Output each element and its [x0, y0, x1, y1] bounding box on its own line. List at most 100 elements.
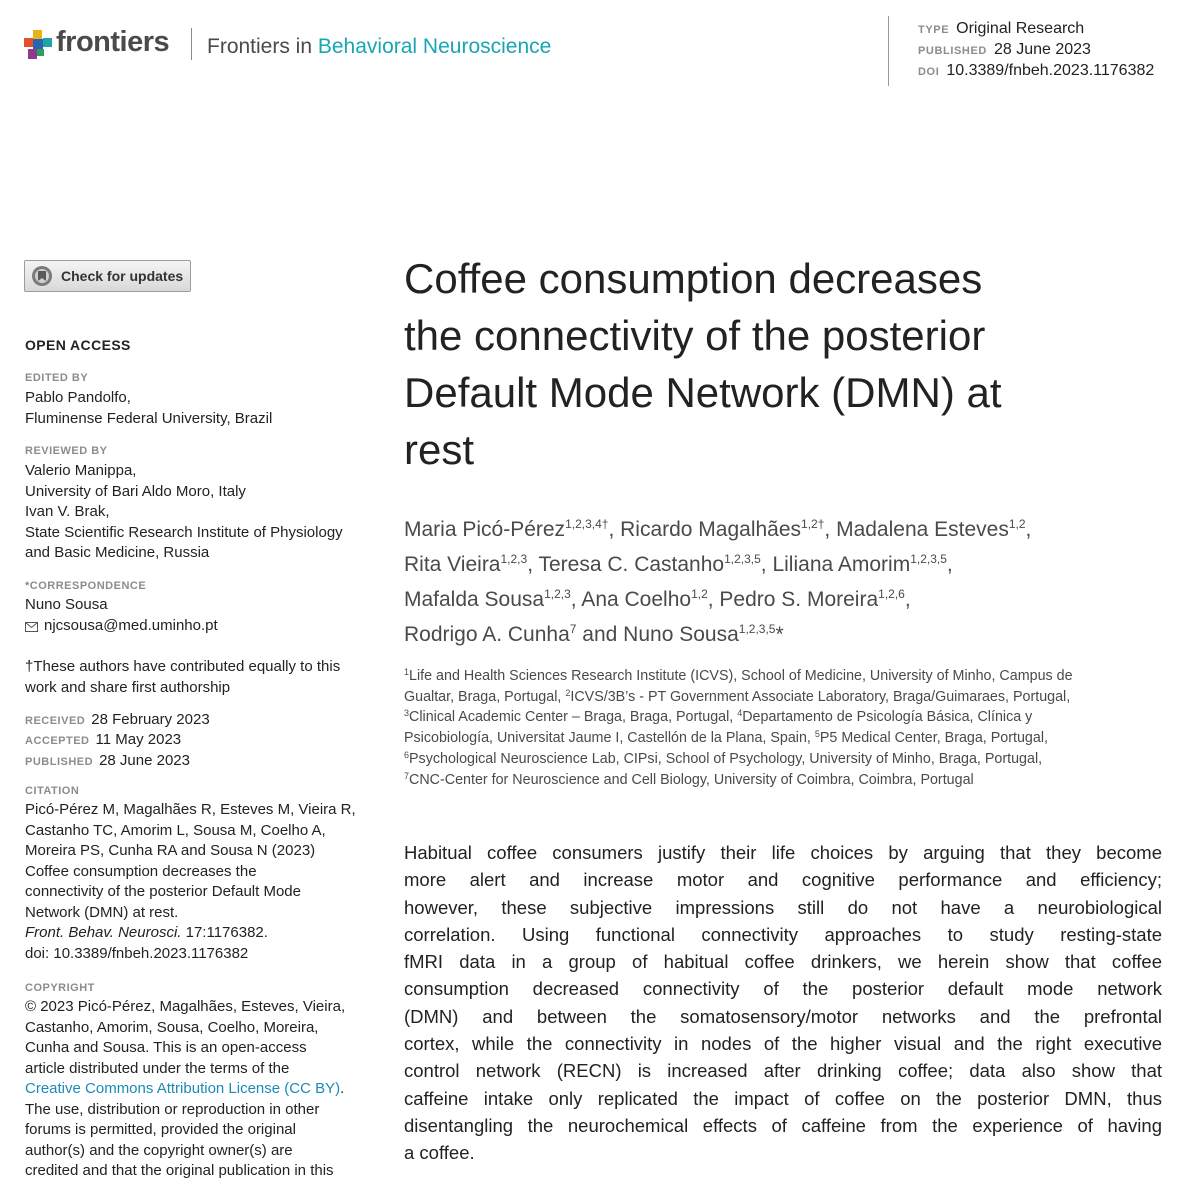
article-doi[interactable]: DOI 10.3389/fnbeh.2023.1176382 — [918, 62, 1154, 80]
author-name[interactable]: Rodrigo A. Cunha — [404, 623, 570, 646]
doi-value[interactable]: 10.3389/fnbeh.2023.1176382 — [946, 62, 1155, 79]
title-line: rest — [404, 426, 475, 473]
affil-text: Clinical Academic Center – Braga, Braga,… — [409, 709, 738, 726]
author-affil: 1,2 — [691, 587, 708, 601]
reviewer-info: Valerio Manippa, University of Bari Aldo… — [25, 461, 377, 564]
author-name[interactable]: , Ana Coelho — [570, 588, 692, 611]
author-affil: 1,2,3 — [544, 587, 571, 601]
abstract-line: more alert and increase motor and cognit… — [404, 869, 1162, 891]
journal-prefix: Frontiers in — [207, 35, 313, 58]
frontiers-wordmark[interactable]: frontiers — [56, 26, 170, 58]
edited-by-label: EDITED BY — [25, 372, 89, 384]
author-name[interactable]: , Liliana Amorim — [760, 553, 911, 576]
received-label: RECEIVED — [25, 715, 86, 727]
reviewer-line: Ivan V. Brak, — [25, 503, 110, 520]
author-sep: , — [1025, 518, 1032, 541]
affiliation-line: 6Psychological Neuroscience Lab, CIPsi, … — [404, 749, 1174, 770]
author-affil: 1,2 — [1008, 517, 1026, 531]
affil-number: 6 — [404, 749, 410, 760]
author-name[interactable]: , Ricardo Magalhães — [608, 518, 802, 541]
abstract-line: however, these subjective impressions st… — [404, 896, 1162, 918]
meta-divider — [888, 16, 889, 86]
accepted-value: 11 May 2023 — [95, 731, 182, 748]
author-line: Rodrigo A. Cunha7 and Nuno Sousa1,2,3,5* — [404, 617, 1174, 652]
author-name[interactable]: , Pedro S. Moreira — [707, 588, 879, 611]
check-for-updates-button[interactable]: Check for updates — [24, 260, 191, 292]
abstract: Habitual coffee consumers justify their … — [404, 839, 1162, 1167]
received-value: 28 February 2023 — [91, 711, 210, 728]
author-name[interactable]: Rita Vieira — [404, 553, 501, 576]
abstract-line: a coffee. — [404, 1142, 475, 1164]
copyright-line: credited and that the original publicati… — [25, 1162, 334, 1179]
editor-name: Pablo Pandolfo, — [25, 389, 131, 406]
published-label: PUBLISHED — [918, 45, 987, 57]
frontiers-logo-icon — [24, 30, 52, 59]
doi-label: DOI — [918, 66, 940, 78]
author-name[interactable]: , Madalena Esteves — [824, 518, 1009, 541]
correspondence-email-row[interactable]: njcsousa@med.uminho.pt — [25, 616, 377, 637]
author-line: Rita Vieira1,2,3, Teresa C. Castanho1,2,… — [404, 547, 1174, 582]
copyright-line: © 2023 Picó-Pérez, Magalhães, Esteves, V… — [25, 998, 346, 1015]
correspondence-email[interactable]: njcsousa@med.uminho.pt — [44, 616, 218, 634]
citation-line: Castanho TC, Amorim L, Sousa M, Coelho A… — [25, 821, 326, 839]
abstract-line: Habitual coffee consumers justify their … — [404, 842, 1162, 863]
affil-text: Life and Health Sciences Research Instit… — [409, 668, 1073, 684]
affil-text: Departamento de Psicología Básica, Clíni… — [742, 709, 1033, 726]
citation-line: Picó-Pérez M, Magalhães R, Esteves M, Vi… — [25, 801, 356, 818]
correspondence-info: Nuno Sousa njcsousa@med.uminho.pt — [25, 595, 377, 636]
citation-journal-line: Front. Behav. Neurosci. 17:1176382. — [25, 923, 377, 944]
author-name[interactable]: Maria Picó-Pérez — [404, 518, 566, 541]
abstract-line: correlation. Using functional connectivi… — [404, 923, 1162, 945]
received-date: RECEIVED 28 February 2023 — [25, 711, 210, 728]
journal-name[interactable]: Frontiers in Behavioral Neuroscience — [207, 35, 551, 59]
header-divider — [191, 28, 192, 60]
citation-doi[interactable]: doi: 10.3389/fnbeh.2023.1176382 — [25, 944, 249, 962]
affil-text: Psychological Neuroscience Lab, CIPsi, S… — [409, 750, 1043, 767]
author-line: Mafalda Sousa1,2,3, Ana Coelho1,2, Pedro… — [404, 582, 1174, 617]
affil-number: 3 — [404, 708, 410, 719]
article-title: Coffee consumption decreases the connect… — [404, 250, 1164, 478]
citation-text: Picó-Pérez M, Magalhães R, Esteves M, Vi… — [25, 800, 377, 964]
affil-text: Gualtar, Braga, Portugal, — [404, 688, 566, 705]
author-name[interactable]: , Teresa C. Castanho — [527, 553, 725, 576]
accepted-label: ACCEPTED — [25, 735, 90, 747]
corresponding-mark: * — [775, 623, 784, 646]
author-affil: 7 — [569, 622, 577, 636]
affiliation-line: Psicobiología, Universitat Jaume I, Cast… — [404, 728, 1174, 749]
reviewer-line: University of Bari Aldo Moro, Italy — [25, 482, 246, 500]
author-name[interactable]: Mafalda Sousa — [404, 588, 545, 611]
abstract-line: consumption decreased connectivity of th… — [404, 978, 1162, 1000]
abstract-line: caffeine intake only replicated the impa… — [404, 1087, 1162, 1109]
citation-line: connectivity of the posterior Default Mo… — [25, 883, 301, 900]
abstract-line: fMRI data in a group of habitual coffee … — [404, 951, 1162, 973]
journal-title: Behavioral Neuroscience — [317, 35, 552, 58]
abstract-line: control network (RECN) is increased afte… — [404, 1060, 1162, 1082]
copyright-text: © 2023 Picó-Pérez, Magalhães, Esteves, V… — [25, 997, 377, 1182]
author-affil: 1,2,3,5 — [738, 622, 776, 636]
citation-line: Moreira PS, Cunha RA and Sousa N (2023) — [25, 842, 316, 859]
affiliation-list: 1Life and Health Sciences Research Insti… — [404, 666, 1174, 790]
sidebar-published-date: PUBLISHED 28 June 2023 — [25, 752, 190, 769]
citation-line: Network (DMN) at rest. — [25, 903, 179, 921]
affil-number: 7 — [404, 770, 410, 781]
abstract-line: (DMN) and between the somatosensory/moto… — [404, 1005, 1162, 1027]
author-affil: 1,2,3,5 — [910, 552, 947, 566]
copyright-line: forums is permitted, provided the origin… — [25, 1121, 296, 1138]
reviewer-line: Valerio Manippa, — [25, 462, 137, 479]
editor-affiliation: Fluminense Federal University, Brazil — [25, 409, 273, 427]
copyright-line: author(s) and the copyright owner(s) are — [25, 1141, 293, 1159]
abstract-line: cortex, while the connectivity in nodes … — [404, 1033, 1162, 1055]
license-after: . — [340, 1080, 345, 1097]
affiliation-line: 7CNC-Center for Neuroscience and Cell Bi… — [404, 770, 1174, 791]
affil-text: Psicobiología, Universitat Jaume I, Cast… — [404, 730, 815, 747]
citation-label: CITATION — [25, 785, 80, 797]
type-value: Original Research — [956, 20, 1085, 37]
reviewed-by-label: REVIEWED BY — [25, 445, 108, 457]
note-line: †These authors have contributed equally … — [25, 658, 341, 675]
license-line: Creative Commons Attribution License (CC… — [25, 1079, 377, 1100]
license-link[interactable]: Creative Commons Attribution License (CC… — [25, 1080, 341, 1097]
author-sep: , — [946, 553, 953, 576]
affil-number: 4 — [737, 708, 743, 719]
author-name[interactable]: and Nuno Sousa — [576, 623, 739, 646]
title-line: Coffee consumption decreases — [404, 255, 983, 302]
